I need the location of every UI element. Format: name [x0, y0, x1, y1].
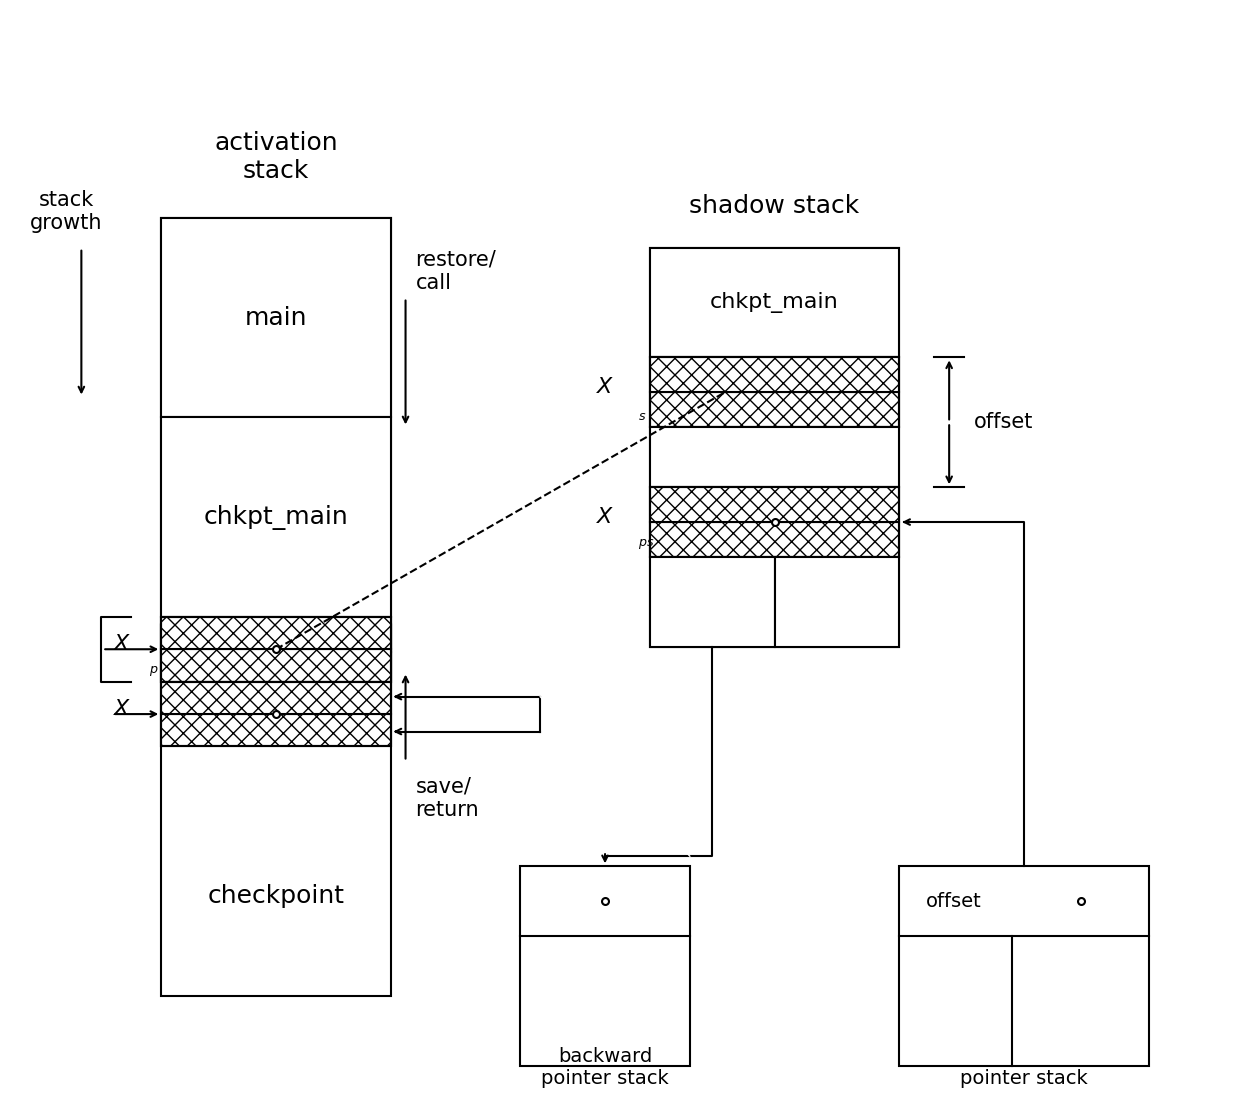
Bar	[521, 867, 689, 1065]
Text: $_p$: $_p$	[149, 661, 159, 679]
Text: offset: offset	[926, 892, 982, 911]
Text: $_{ps}$: $_{ps}$	[637, 534, 655, 552]
Text: main: main	[244, 306, 308, 329]
Bar	[650, 557, 775, 647]
Text: chkpt_main: chkpt_main	[203, 505, 348, 530]
Text: $_s$: $_s$	[637, 405, 646, 422]
Text: activation
stack: activation stack	[215, 132, 337, 183]
Bar	[161, 617, 391, 681]
Bar	[161, 625, 391, 680]
Bar	[650, 522, 899, 557]
Bar	[650, 358, 899, 393]
Bar	[650, 487, 899, 522]
Bar	[161, 714, 391, 746]
Text: $X$: $X$	[596, 507, 615, 527]
Bar	[161, 218, 391, 996]
Text: stack
growth: stack growth	[30, 190, 103, 233]
Bar	[161, 617, 391, 649]
Bar	[650, 248, 899, 358]
Text: restore/
call: restore/ call	[415, 249, 496, 293]
Bar	[161, 218, 391, 417]
Text: chkpt_main: chkpt_main	[711, 292, 839, 313]
Bar	[899, 867, 1148, 1065]
Bar	[161, 624, 391, 652]
Text: $X$: $X$	[113, 634, 131, 654]
Bar	[775, 557, 899, 647]
Text: shadow stack: shadow stack	[689, 194, 859, 218]
Text: offset: offset	[975, 412, 1033, 432]
Text: pointer stack: pointer stack	[960, 1068, 1087, 1087]
Bar	[161, 417, 391, 617]
Bar	[650, 428, 899, 487]
Text: $X$: $X$	[113, 699, 131, 720]
Bar	[650, 487, 899, 557]
Text: checkpoint: checkpoint	[207, 884, 345, 908]
Bar	[161, 681, 391, 714]
Bar	[161, 649, 391, 681]
Text: $X$: $X$	[596, 377, 615, 397]
Text: save/
return: save/ return	[415, 777, 479, 819]
Bar	[161, 681, 391, 746]
Bar	[650, 393, 899, 428]
Bar	[650, 358, 899, 428]
Bar	[161, 653, 391, 680]
Bar	[650, 248, 899, 647]
Text: backward
pointer stack: backward pointer stack	[541, 1047, 668, 1087]
